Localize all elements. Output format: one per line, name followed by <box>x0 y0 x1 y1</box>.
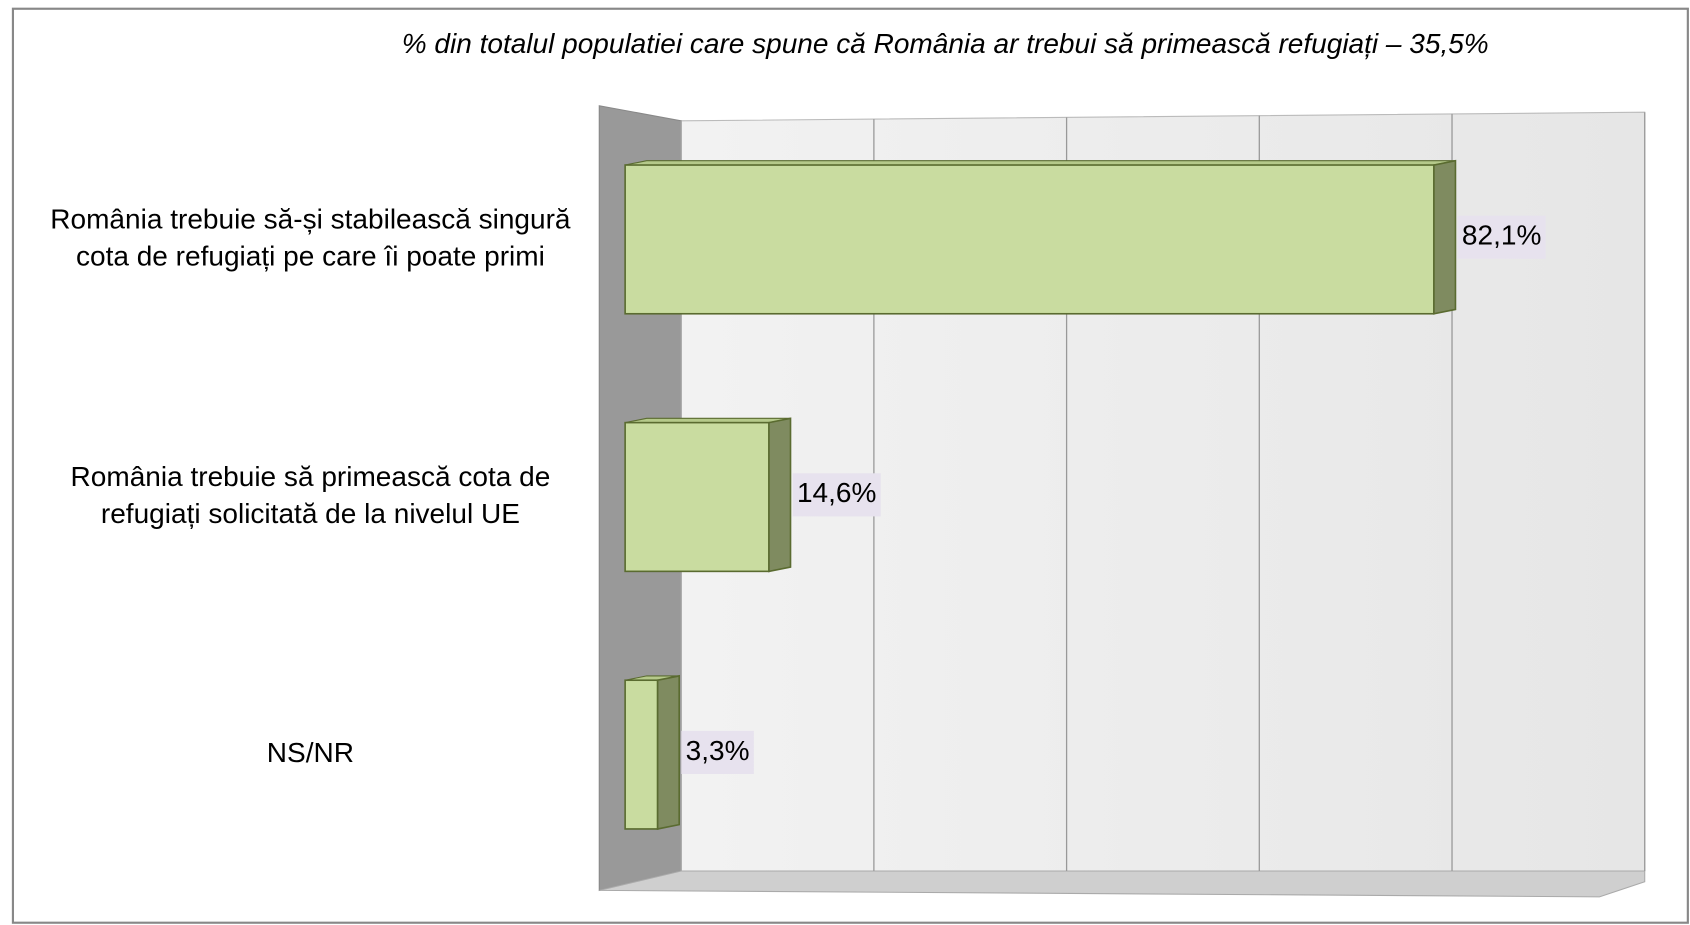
value-label: 3,3% <box>686 735 750 766</box>
value-label: 14,6% <box>797 477 876 508</box>
category-label-box: România trebuie să primească cota de ref… <box>70 460 551 530</box>
category-label: România trebuie să primească cota de ref… <box>70 460 551 530</box>
category-label: NS/NR <box>266 736 355 769</box>
bar <box>624 164 1435 315</box>
value-label-bg <box>1457 215 1546 259</box>
bar-side <box>768 417 792 573</box>
value-label: 82,1% <box>1462 220 1541 251</box>
floor <box>599 870 1646 898</box>
chart-title: % din totalul populatiei care spune că R… <box>402 28 1489 59</box>
value-label-bg <box>792 473 881 517</box>
value-label-bg <box>681 730 754 774</box>
category-label-box: România trebuie să-și stabilească singur… <box>50 202 571 272</box>
category-label: România trebuie să-și stabilească singur… <box>50 202 571 272</box>
bar-side <box>656 674 681 830</box>
bar-side <box>1433 159 1457 315</box>
bar <box>624 421 770 573</box>
bar <box>624 679 659 830</box>
category-label-box: NS/NR <box>266 736 355 769</box>
